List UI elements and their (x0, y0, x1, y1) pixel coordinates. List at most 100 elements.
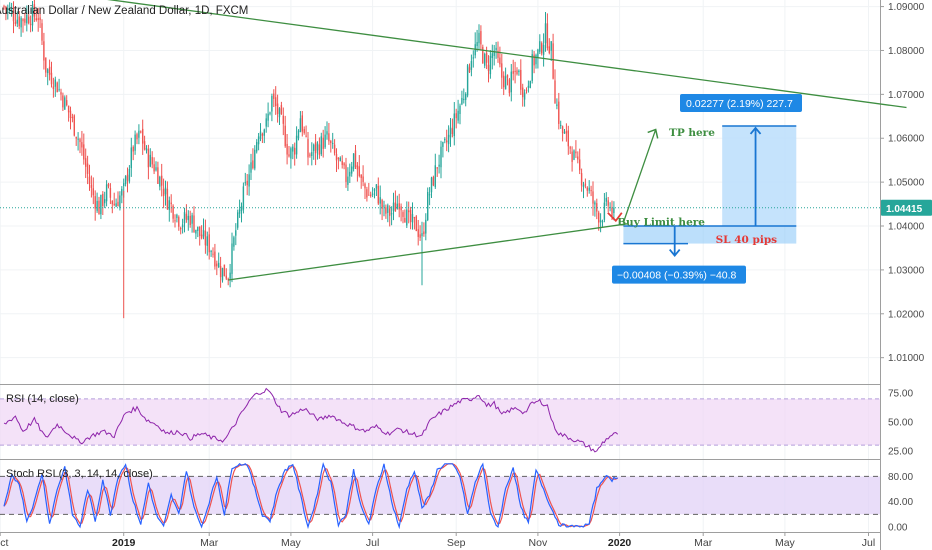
candle-body (250, 162, 252, 173)
candle-body (611, 207, 613, 216)
trendlines (107, 0, 907, 281)
candle-body (208, 234, 210, 253)
sl-label: −0.00408 (−0.39%) −40.8 (617, 270, 737, 282)
price-tick-label: 1.06000 (888, 134, 925, 145)
candle-body (311, 152, 313, 157)
candle-body (506, 74, 509, 78)
candle-body (580, 173, 583, 186)
candle-body (221, 267, 224, 281)
candle-body (523, 92, 526, 100)
price-tick-label: 1.03000 (888, 265, 925, 276)
candle-body (109, 188, 112, 198)
candle-body (104, 199, 106, 204)
candle-body (451, 128, 454, 135)
candle-body (155, 167, 157, 171)
candle-body (39, 17, 41, 21)
candle-body (383, 205, 385, 207)
candle-body (377, 185, 379, 204)
time-tick-label: Nov (529, 537, 548, 549)
buy-limit-annotation: Buy Limit here (617, 217, 705, 229)
candle-body (428, 194, 431, 196)
current-price-label: 1.04415 (886, 204, 923, 215)
candle-body (548, 46, 550, 54)
candle-body (360, 174, 362, 178)
candle-body (142, 128, 144, 144)
candle-body (64, 97, 66, 110)
candle-body (183, 212, 186, 224)
candle-body (145, 148, 148, 151)
candle-body (406, 209, 408, 226)
candle-body (31, 6, 34, 26)
candle-body (161, 175, 163, 186)
candle-body (294, 147, 296, 155)
candle-body (584, 183, 587, 186)
candle-body (313, 144, 315, 151)
candle-body (588, 187, 590, 191)
candle-body (176, 214, 178, 219)
candle-body (54, 79, 56, 87)
candle-body (20, 18, 22, 28)
candle-body (86, 163, 89, 174)
candle-body (181, 224, 184, 228)
candle-body (67, 105, 70, 113)
candle-body (299, 118, 302, 133)
candle-body (227, 278, 229, 280)
stoch-axis: 80.00 40.00 0.00 (888, 472, 913, 534)
candle-body (491, 53, 493, 59)
sl-zone (623, 226, 797, 244)
candle-body (484, 53, 486, 66)
candle-body (533, 54, 535, 66)
candle-body (261, 133, 264, 136)
candle-body (550, 41, 552, 51)
candle-body (284, 125, 286, 147)
candle-body (278, 108, 281, 118)
candle-body (66, 100, 68, 106)
candle-body (96, 200, 98, 211)
candle-body (195, 229, 197, 234)
rsi-band (0, 398, 880, 446)
candle-body (461, 97, 463, 105)
time-axis: Oct 2019 Mar May Jul Sep Nov 2020 Mar May Jul (0, 532, 875, 549)
candle-body (457, 110, 459, 121)
rsi-label: RSI (14, close) (6, 393, 79, 405)
candle-body (485, 52, 488, 63)
candle-body (396, 203, 398, 209)
candle-body (573, 150, 575, 160)
candle-body (499, 57, 501, 65)
candle-body (180, 227, 182, 230)
candle-body (218, 262, 220, 267)
candle-body (504, 76, 507, 90)
candle-body (337, 157, 340, 160)
candle-body (501, 63, 503, 78)
candle-body (345, 164, 347, 182)
candle-body (417, 229, 419, 237)
candle-body (206, 236, 208, 246)
candle-body (330, 141, 332, 143)
candle-body (309, 154, 311, 156)
candle-body (178, 217, 180, 227)
candle-body (333, 144, 336, 154)
candle-body (514, 70, 516, 72)
candle-body (45, 57, 47, 73)
candle-body (276, 103, 279, 114)
candle-body (28, 16, 30, 24)
candle-body (542, 44, 545, 55)
tp-label-box (680, 93, 802, 112)
candle-body (43, 41, 45, 61)
candle-body (172, 205, 174, 219)
candle-body (5, 6, 7, 10)
candle-body (394, 202, 397, 212)
candle-body (577, 156, 579, 160)
candle-body (75, 136, 77, 139)
candle-body (567, 130, 569, 147)
candle-body (554, 80, 556, 104)
candle-body (24, 18, 26, 23)
candle-body (126, 174, 129, 181)
candle-body (280, 105, 283, 115)
time-tick-label: Sep (447, 537, 466, 549)
candle-body (162, 188, 165, 197)
candle-body (586, 187, 588, 191)
stoch-tick-label: 40.00 (888, 497, 913, 508)
candle-body (235, 230, 237, 236)
candle-body (193, 215, 195, 233)
